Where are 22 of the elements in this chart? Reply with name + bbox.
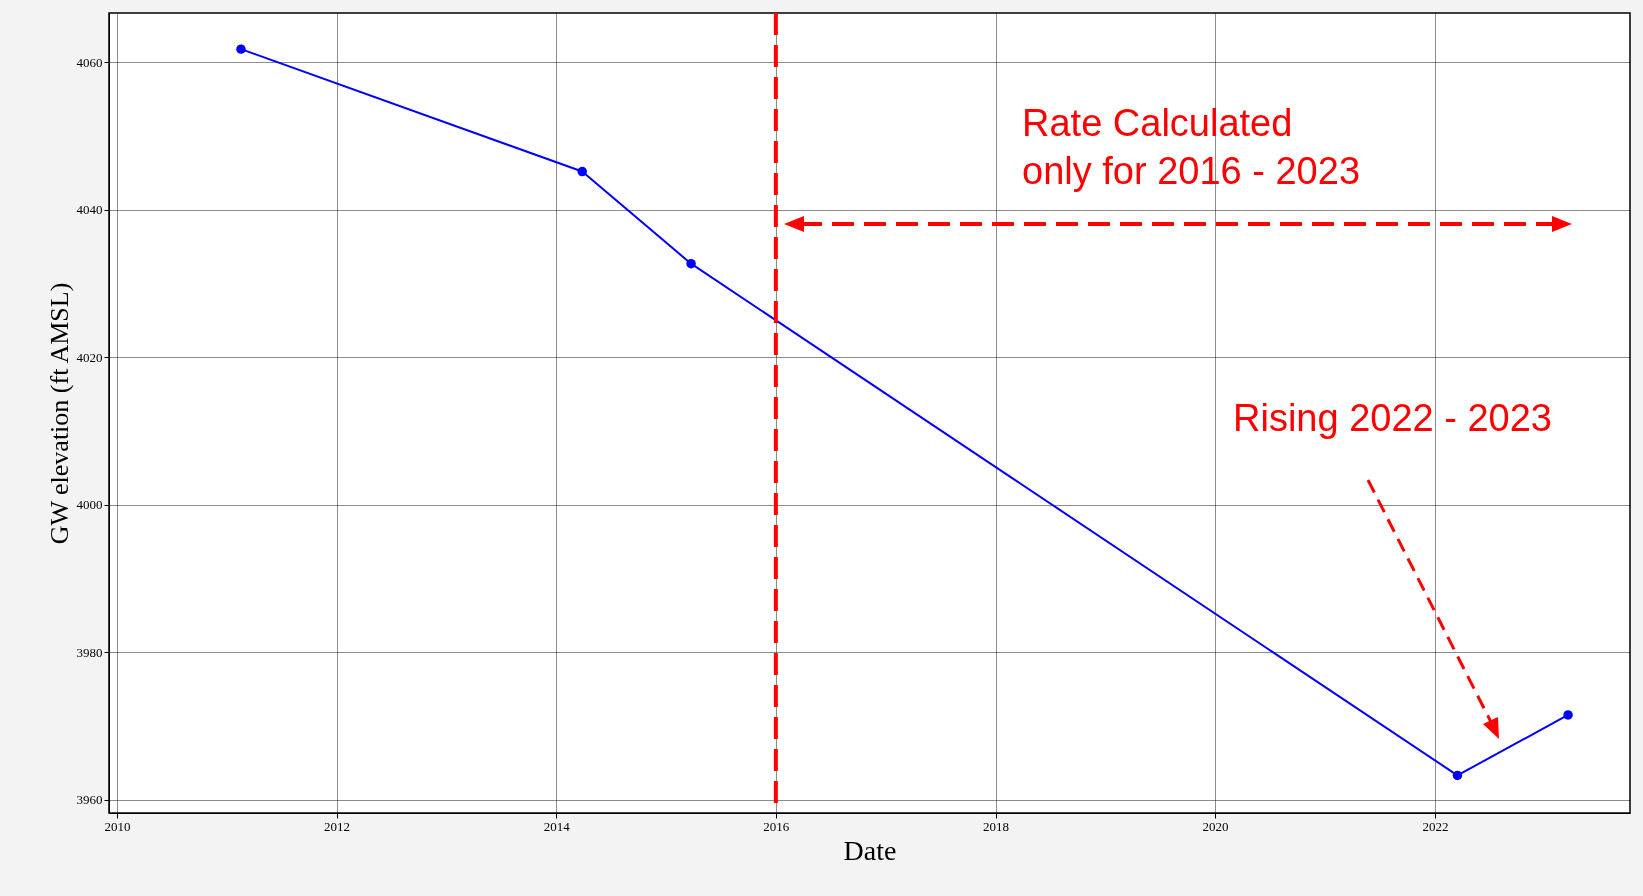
x-tick-label: 2014 bbox=[543, 818, 571, 834]
y-tick-label: 3960 bbox=[76, 792, 103, 808]
annotation: Rising 2022 - 2023 bbox=[1233, 396, 1552, 441]
y-tick-label: 4060 bbox=[76, 54, 103, 70]
point bbox=[577, 166, 587, 177]
y-tick-label: 3980 bbox=[76, 644, 103, 660]
x-tick-label: 2020 bbox=[1202, 818, 1229, 834]
y-tick-label: 4020 bbox=[76, 349, 103, 365]
point bbox=[1563, 710, 1573, 720]
point bbox=[1452, 770, 1463, 781]
point bbox=[686, 258, 696, 269]
annotation: Rate Calculated only for 2016 - 2023 bbox=[1022, 101, 1361, 194]
x-tick-label: 2022 bbox=[1422, 818, 1449, 834]
x-tick-label: 2018 bbox=[983, 818, 1010, 834]
y-tick-label: 4000 bbox=[76, 497, 103, 513]
x-tick-label: 2012 bbox=[324, 818, 351, 834]
x-tick-label: 2016 bbox=[763, 818, 790, 834]
y-tick-label: 4040 bbox=[76, 202, 103, 218]
y-axis-title: GW elevation (ft AMSL) bbox=[44, 282, 74, 545]
point bbox=[236, 44, 246, 54]
x-tick-label: 2010 bbox=[104, 818, 131, 834]
x-axis-title: Date bbox=[843, 834, 897, 866]
